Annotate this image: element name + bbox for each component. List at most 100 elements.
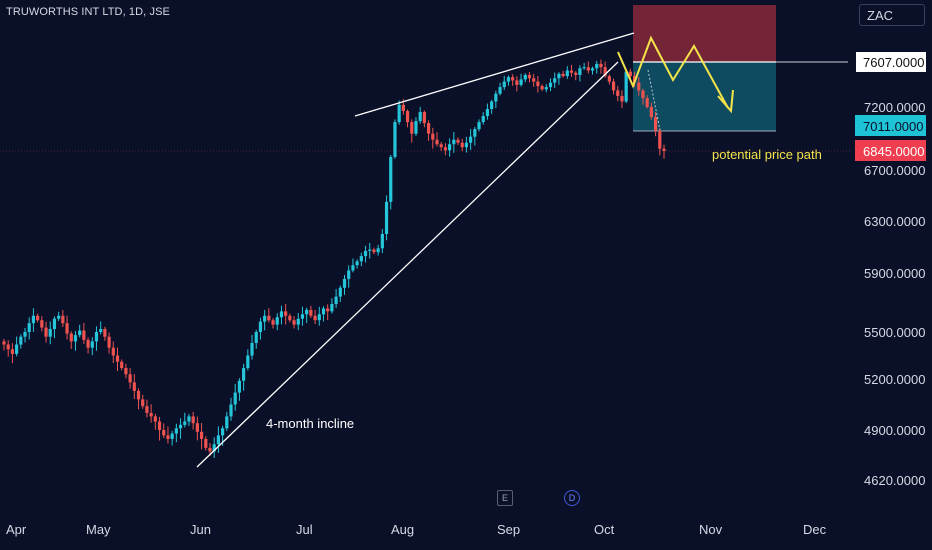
candle (250, 342, 254, 356)
candle (10, 349, 15, 354)
stop-price-tag (856, 52, 926, 72)
candle (456, 139, 460, 143)
candle (199, 431, 204, 439)
candle (544, 87, 548, 90)
last-price-label: 6845.0000 (863, 144, 924, 159)
candle (305, 309, 309, 315)
candle (254, 332, 258, 343)
candle (603, 67, 607, 77)
candle (380, 234, 384, 249)
candle (69, 333, 73, 342)
candle (519, 79, 523, 85)
candle (536, 81, 540, 86)
candle (469, 136, 473, 143)
candle (128, 374, 132, 383)
x-tick-label: Aug (391, 522, 414, 537)
y-tick-label: 4620.0000 (864, 473, 925, 488)
candle (174, 428, 178, 434)
candle (658, 130, 662, 149)
y-tick-label: 6300.0000 (864, 214, 925, 229)
candle (641, 90, 645, 99)
candle (216, 435, 220, 445)
candle (561, 73, 565, 77)
candle (548, 82, 553, 88)
candle (355, 261, 359, 266)
candle (120, 361, 124, 369)
candle (532, 78, 536, 82)
candle (481, 116, 485, 123)
candle (157, 421, 162, 430)
candle (389, 156, 393, 202)
candle (401, 104, 405, 112)
candle (15, 344, 19, 354)
candle (490, 101, 494, 110)
y-tick-label: 7200.0000 (864, 100, 925, 115)
x-tick-label: Apr (6, 522, 27, 537)
candle (414, 121, 418, 134)
candle (326, 308, 330, 312)
candle (195, 423, 199, 432)
currency-selector[interactable]: ZAC (859, 4, 925, 26)
candle (225, 416, 229, 429)
y-tick-label: 5900.0000 (864, 266, 925, 281)
symbol-title: TRUWORTHS INT LTD, 1D, JSE (6, 6, 170, 18)
stop-price-label: 7607.0000 (863, 55, 924, 70)
candle (363, 250, 368, 257)
x-tick-label: Nov (699, 522, 723, 537)
lower-trendline[interactable] (196, 61, 619, 468)
y-axis: 7200.0000 6700.0000 6300.0000 5900.0000 … (864, 100, 925, 488)
candle (359, 256, 363, 262)
candle (540, 85, 544, 90)
candle (515, 80, 519, 85)
y-tick-label: 5500.0000 (864, 325, 925, 340)
candle (31, 315, 36, 324)
candle (99, 329, 103, 332)
candle (405, 111, 410, 123)
candle (212, 444, 216, 452)
candle (103, 329, 107, 337)
stop-loss-zone[interactable] (633, 5, 776, 62)
candle (73, 335, 78, 342)
candle (61, 315, 65, 324)
candle (136, 390, 141, 400)
candle (187, 416, 191, 422)
candle (338, 287, 342, 297)
entry-price-label: 7011.0000 (863, 119, 924, 134)
candle (506, 77, 511, 82)
candle (229, 404, 233, 417)
candle (313, 315, 317, 321)
candle (637, 82, 641, 91)
candle (607, 76, 611, 82)
candle (258, 321, 263, 332)
candle (443, 147, 448, 151)
candle (410, 122, 414, 134)
candle (52, 318, 57, 330)
earnings-badge[interactable]: E (497, 490, 513, 506)
candle (342, 278, 347, 288)
candle (44, 327, 48, 337)
candle (511, 77, 515, 81)
candle (502, 81, 506, 88)
candle (132, 382, 136, 391)
candle (317, 314, 321, 321)
candle (141, 399, 145, 407)
candle (40, 320, 44, 328)
entry-price-tag (855, 115, 926, 136)
candle (153, 416, 157, 422)
potential-path-arrow[interactable] (617, 35, 729, 109)
candle (94, 332, 99, 342)
upper-trendline[interactable] (354, 32, 635, 117)
candle (65, 323, 69, 334)
candle (347, 270, 351, 279)
last-price-tag (855, 140, 926, 161)
candles-group (2, 59, 666, 459)
dividend-badge[interactable]: D (564, 490, 580, 506)
candle (384, 201, 389, 234)
x-axis: Apr May Jun Jul Aug Sep Oct Nov Dec (6, 522, 827, 537)
candle (628, 71, 632, 77)
candle (263, 315, 267, 322)
y-tick-label: 6700.0000 (864, 163, 925, 178)
candle (6, 344, 10, 350)
x-tick-label: May (86, 522, 111, 537)
